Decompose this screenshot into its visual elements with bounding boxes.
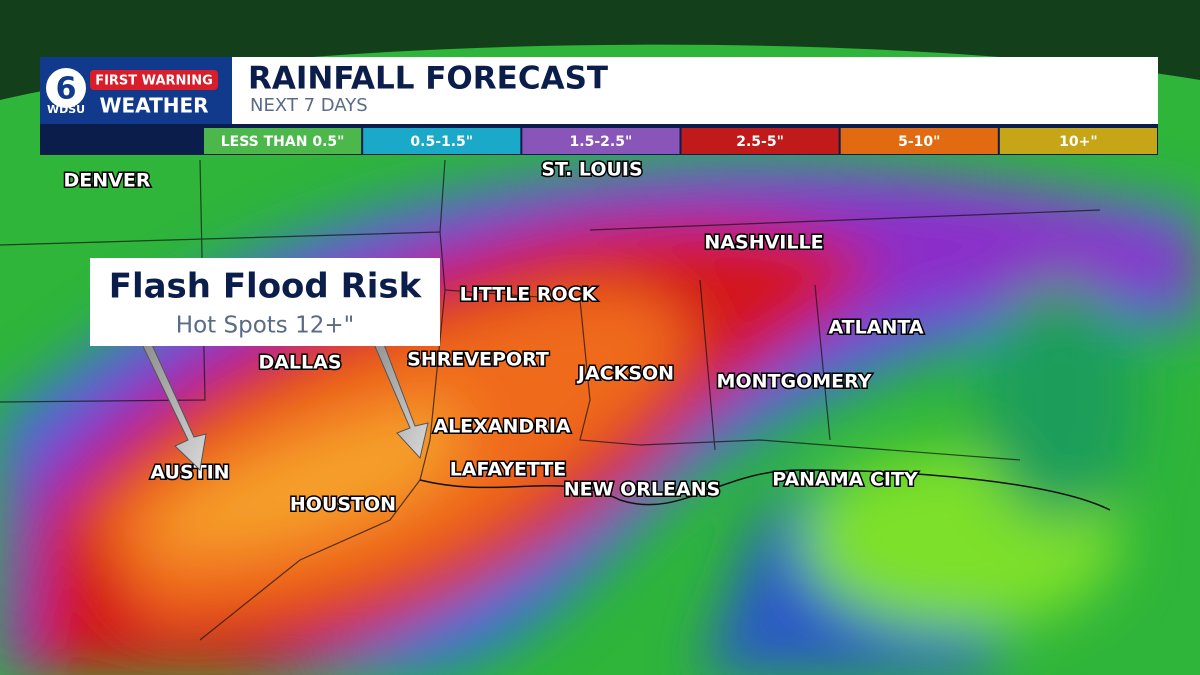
subtitle: NEXT 7 DAYS (250, 95, 368, 116)
legend-swatch (204, 128, 362, 154)
city-label: AUSTIN (150, 462, 229, 484)
legend-swatch (363, 128, 521, 154)
city-labels: DENVER ST. LOUIS NASHVILLE LITTLE ROCK ATLAN… (62, 157, 925, 517)
globe-edge (0, 0, 1200, 100)
city-label: MONTGOMERY (717, 371, 872, 393)
city-label: ST. LOUIS (541, 159, 642, 181)
callout-box (90, 258, 440, 346)
legend-label: 1.5-2.5" (570, 134, 633, 150)
legend-label: 0.5-1.5" (410, 134, 473, 150)
legend-label: LESS THAN 0.5" (221, 134, 345, 150)
logo-circle (46, 68, 86, 108)
title-panel (232, 57, 1158, 124)
callout-title: Flash Flood Risk (109, 267, 423, 307)
city-label: ATLANTA (828, 317, 923, 339)
logo-station: WDSU (47, 103, 85, 116)
coastline (419, 469, 1111, 511)
city-label: LITTLE ROCK (460, 284, 598, 306)
city-label: DALLAS (258, 352, 341, 374)
callout-subtitle: Hot Spots 12+" (176, 313, 354, 339)
logo-badge (90, 70, 218, 90)
logo-brand-top: FIRST WARNING (95, 74, 213, 89)
legend-label: 5-10" (898, 134, 940, 150)
logo-number: 6 (56, 72, 77, 107)
logo-brand-bottom: WEATHER (99, 94, 208, 118)
state-borders (0, 159, 1101, 641)
legend-swatch (681, 128, 839, 154)
callout: Flash Flood Risk Hot Spots 12+" (90, 258, 440, 472)
city-label: LAFAYETTE (450, 459, 567, 481)
legend-label: 10+" (1059, 134, 1098, 150)
city-label: PANAMA CITY (772, 469, 918, 491)
city-label: SHREVEPORT (407, 349, 549, 371)
city-label: HOUSTON (290, 494, 396, 516)
city-label: NEW ORLEANS (564, 479, 721, 501)
arrow (139, 335, 207, 472)
legend-swatch (840, 128, 998, 154)
city-label: ALEXANDRIA (433, 416, 571, 438)
legend-label: 2.5-5" (736, 134, 784, 150)
legend-swatch (522, 128, 680, 154)
title: RAINFALL FORECAST (248, 61, 608, 97)
city-label: DENVER (64, 170, 151, 192)
city-label: NASHVILLE (704, 232, 823, 254)
legend-swatch (999, 128, 1157, 154)
legend: LESS THAN 0.5" 0.5-1.5" 1.5-2.5" 2.5-5" 5-10… (204, 128, 1157, 154)
city-label: JACKSON (576, 363, 674, 385)
